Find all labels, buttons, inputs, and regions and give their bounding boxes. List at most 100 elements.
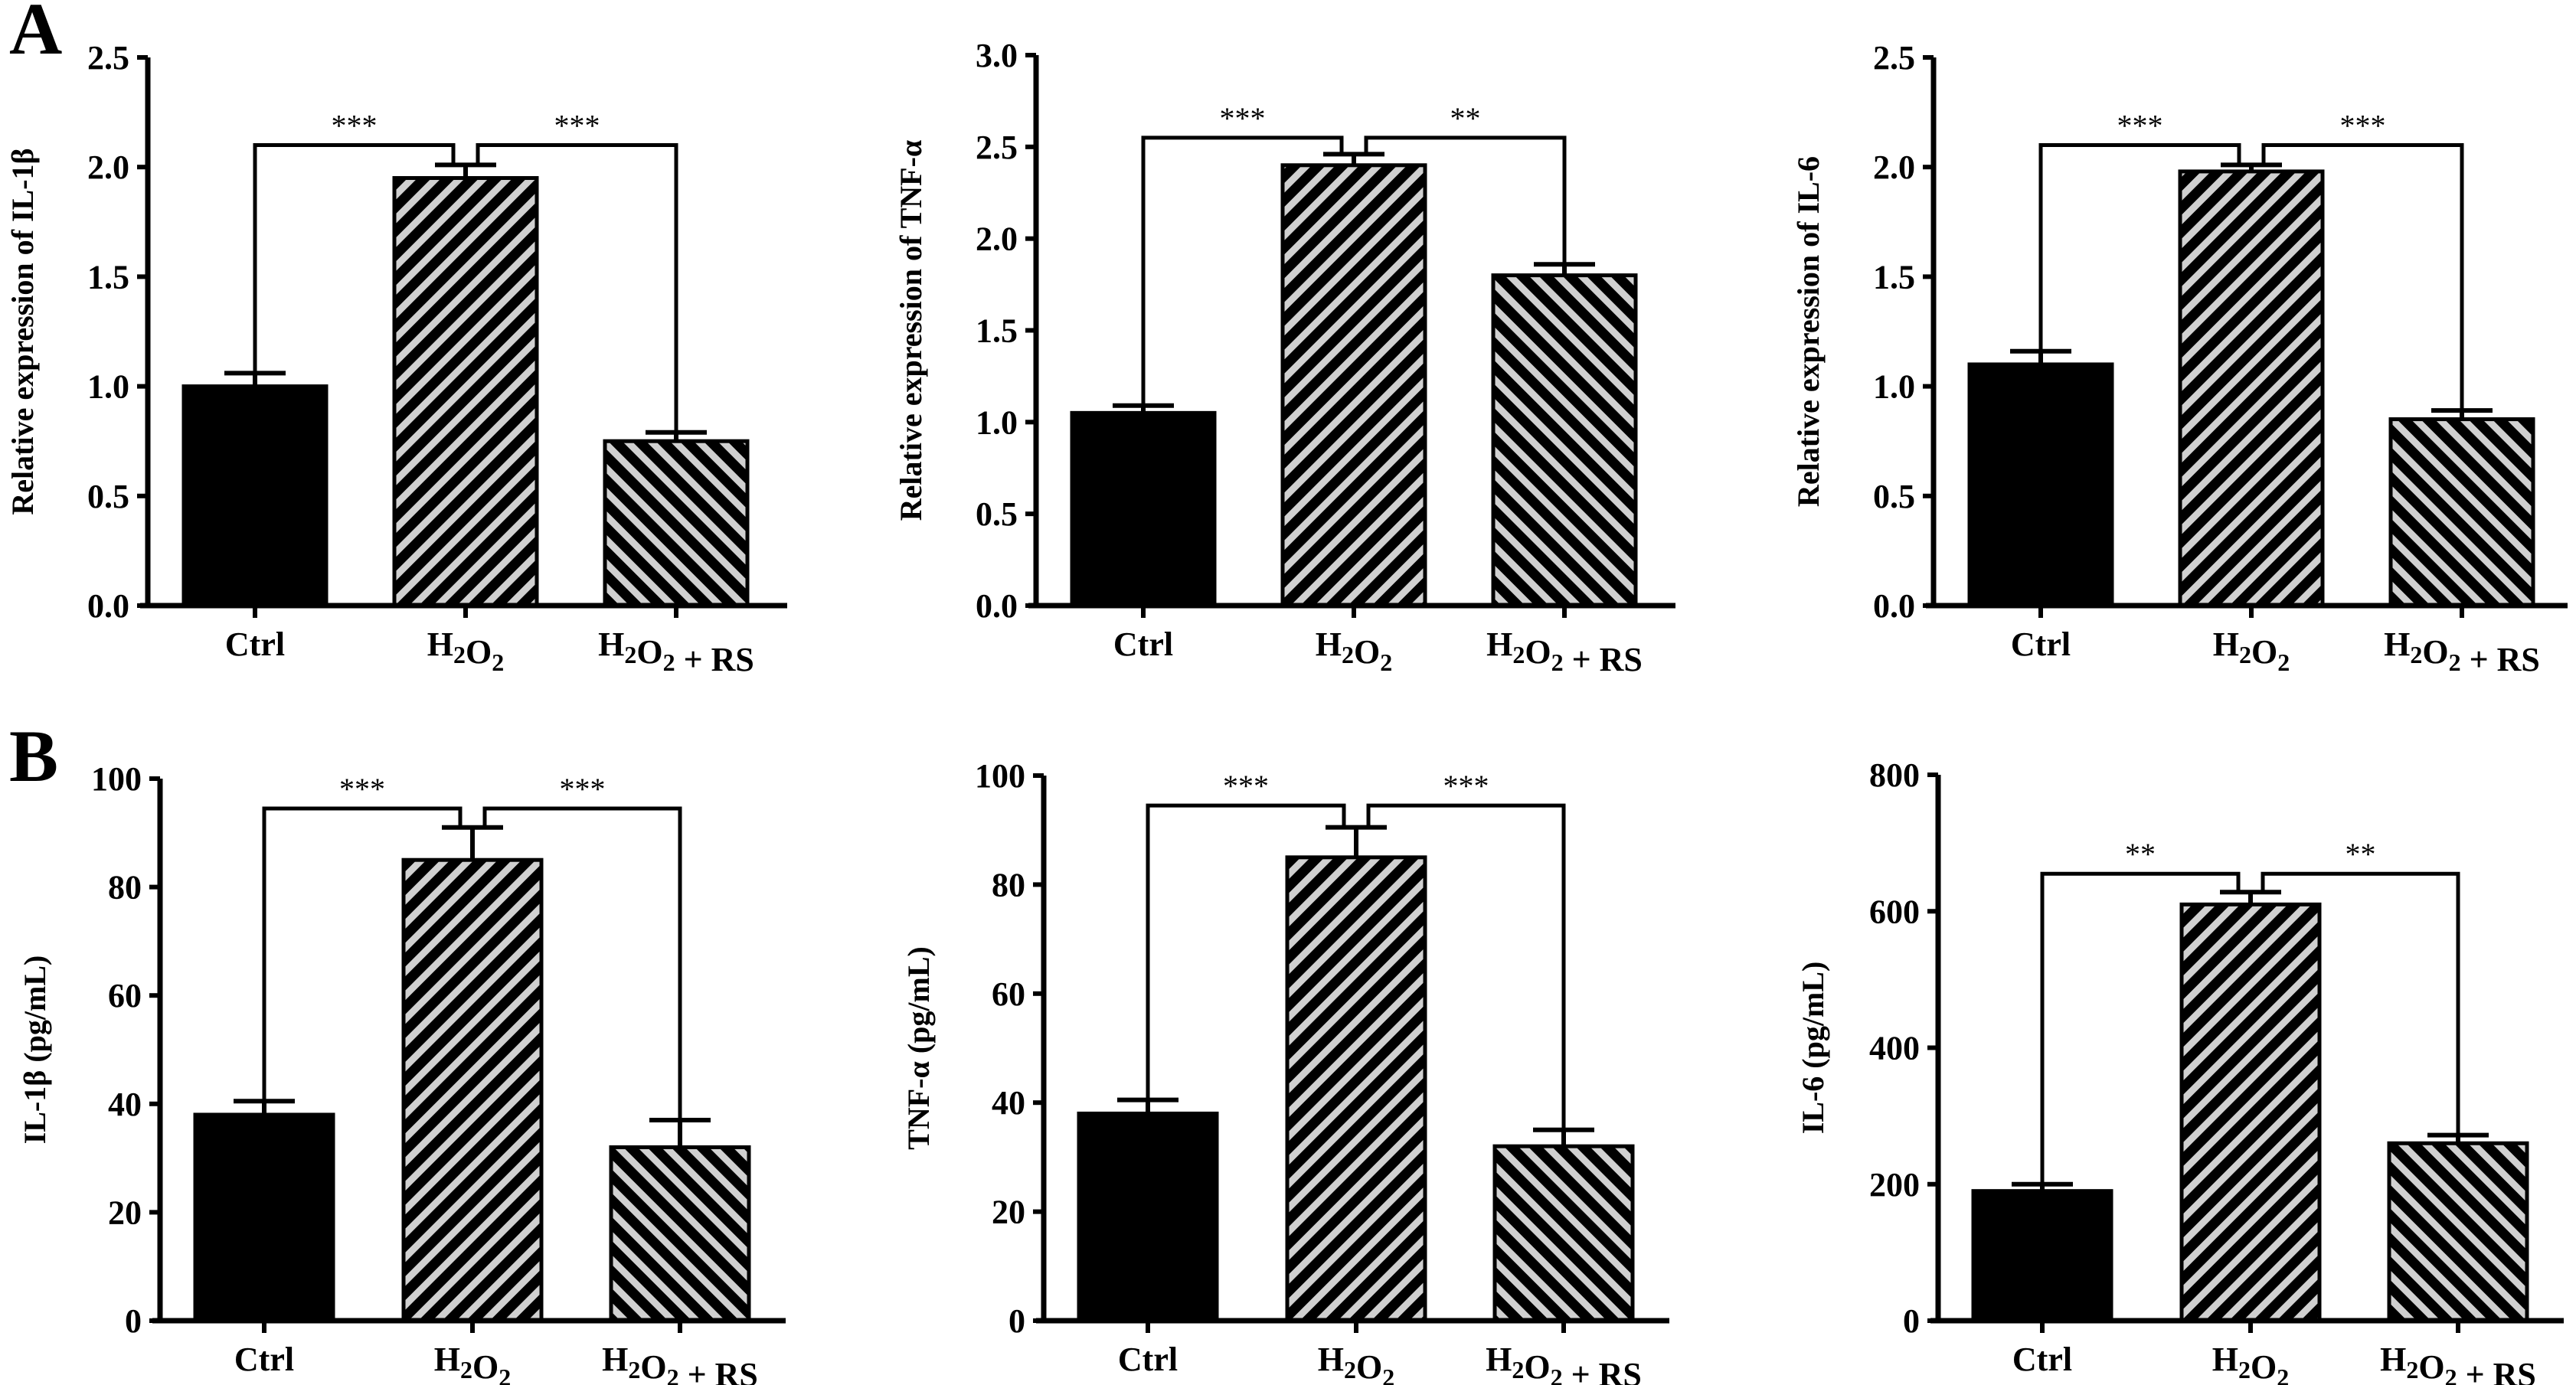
bar-chart-panel: Relative expression of TNF-α 0.0 0.5 1.0 1.5… [894,37,1675,678]
bar-ctrl [1967,362,2114,608]
significance-stars: *** [554,109,600,143]
y-tick-label: 0.0 [1873,587,1915,625]
bar-h2o2 [2178,169,2325,608]
bar-chart-panel: IL-6 (pg/mL) 0 200 400 600 800 Ctrl H2O2 H2O2 + … [1796,756,2564,1385]
y-tick-label: 0.5 [1873,478,1915,515]
panel-letter: A [9,0,62,70]
y-tick-label: 1.5 [87,258,129,296]
y-tick-label: 1.5 [1873,258,1915,296]
category-label: H2O2 [427,626,504,676]
category-label: Ctrl [1118,1341,1178,1378]
y-tick-label: 60 [992,975,1025,1013]
y-axis-title: IL-1β (pg/mL) [18,955,52,1145]
category-label: Ctrl [225,626,285,663]
bar-h2o2-rs [2387,1141,2529,1323]
significance-stars: *** [332,109,378,143]
category-label: H2O2 [2212,1341,2289,1385]
y-tick-label: 0 [125,1302,142,1340]
category-label: H2O2 + RS [602,1341,758,1385]
y-tick-label: 2.5 [1873,39,1915,77]
y-tick-label: 20 [992,1194,1025,1231]
category-label: H2O2 + RS [1486,1341,1642,1385]
bar-h2o2 [2179,902,2322,1323]
y-tick-label: 2.0 [87,149,129,186]
y-axis-title: Relative expression of IL-6 [1791,156,1826,507]
y-tick-label: 1.0 [87,368,129,406]
significance-stars: ** [2125,837,2156,871]
category-label: Ctrl [2011,626,2071,663]
category-label: H2O2 + RS [2384,626,2540,678]
y-axis-title: Relative expression of TNF-α [894,140,928,521]
category-label: H2O2 [2213,626,2290,676]
significance-bracket-left [2038,143,2241,351]
bar-h2o2-rs [2388,417,2535,608]
significance-stars: *** [339,772,385,806]
y-tick-label: 2.5 [87,39,129,77]
bar-h2o2 [401,857,544,1323]
bar-ctrl [1070,410,1217,608]
significance-bracket-right [1366,803,1566,1130]
panel-letter: B [9,715,58,797]
category-label: Ctrl [234,1341,294,1378]
y-tick-label: 0.5 [976,495,1018,533]
significance-stars: ** [1450,101,1481,136]
bar-ctrl [1077,1111,1219,1323]
y-tick-label: 100 [975,757,1025,795]
category-label: H2O2 + RS [1486,626,1643,678]
significance-stars: *** [1443,769,1489,803]
bar-ctrl [193,1112,335,1323]
y-tick-label: 0.0 [87,587,129,625]
y-tick-label: 400 [1869,1030,1920,1067]
y-tick-label: 1.0 [1873,368,1915,406]
significance-bracket-left [1146,803,1346,1100]
category-label: H2O2 + RS [598,626,754,678]
significance-bracket-right [1364,136,1567,265]
significance-stars: *** [2340,109,2386,143]
y-axis-title: Relative expression of IL-1β [5,148,40,514]
y-tick-label: 80 [992,866,1025,903]
y-tick-label: 800 [1869,756,1920,794]
y-tick-label: 3.0 [976,37,1018,74]
y-axis-title: IL-6 (pg/mL) [1796,962,1830,1135]
significance-bracket-left [2040,871,2241,1184]
y-tick-label: 100 [91,760,142,798]
bar-h2o2-rs [609,1145,751,1323]
y-tick-label: 1.5 [976,312,1018,350]
y-tick-label: 2.0 [1873,149,1915,186]
y-tick-label: 2.5 [976,129,1018,166]
y-tick-label: 0 [1903,1302,1920,1340]
significance-bracket-right [476,143,678,433]
y-tick-label: 0.0 [976,587,1018,625]
bar-h2o2-rs [603,439,750,608]
bar-ctrl [1971,1189,2113,1323]
bar-h2o2 [1285,855,1427,1323]
bar-chart-panel: B IL-1β (pg/mL) 0 20 40 60 80 100 Ctrl H2O2 H2O2 +… [9,715,786,1385]
category-label: Ctrl [2012,1341,2072,1378]
bar-ctrl [181,384,329,608]
bar-h2o2 [392,176,539,608]
category-label: H2O2 [1318,1341,1394,1385]
bar-h2o2-rs [1491,273,1638,608]
significance-stars: *** [1223,769,1269,803]
significance-bracket-right [482,806,682,1121]
category-label: H2O2 + RS [2380,1341,2536,1385]
bar-h2o2 [1280,163,1427,608]
y-axis-title: TNF-α (pg/mL) [901,946,936,1150]
bar-chart-panel: TNF-α (pg/mL) 0 20 40 60 80 100 Ctrl H2O2 H2O2 + … [901,757,1669,1385]
significance-stars: *** [560,772,606,806]
y-tick-label: 20 [108,1194,142,1231]
y-tick-label: 200 [1869,1166,1920,1204]
y-tick-label: 40 [992,1084,1025,1122]
category-label: Ctrl [1113,626,1173,663]
y-tick-label: 2.0 [976,220,1018,258]
y-tick-label: 0 [1008,1302,1025,1340]
y-tick-label: 60 [108,977,142,1014]
significance-stars: ** [2346,837,2376,871]
significance-bracket-left [253,143,456,374]
significance-stars: *** [2117,109,2163,143]
significance-bracket-right [2261,143,2464,411]
significance-stars: *** [1220,101,1266,136]
significance-bracket-left [262,806,463,1102]
significance-bracket-left [1141,136,1344,406]
